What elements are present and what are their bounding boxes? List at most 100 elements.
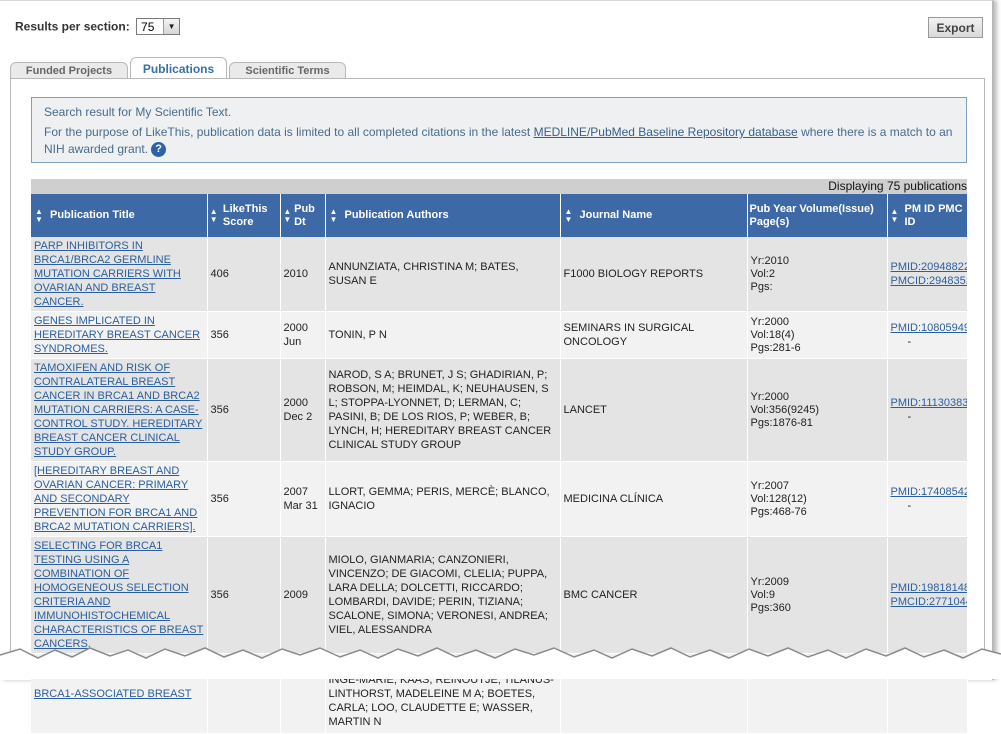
cell-pubyear: Yr:2007 Vol:128(12) Pgs:468-76 xyxy=(747,461,888,537)
col-ids-label: PM ID PMC ID xyxy=(904,202,963,228)
col-header-journal[interactable]: ▲ ▼ Journal Name xyxy=(560,194,748,237)
pub-year: Yr:2000 xyxy=(750,390,790,403)
cell-title: [HEREDITARY BREAST AND OVARIAN CANCER: P… xyxy=(31,461,208,537)
cell-score: 356 xyxy=(207,311,281,359)
col-pubdt-label: Pub Dt xyxy=(294,202,315,228)
cell-journal: F1000 BIOLOGY REPORTS xyxy=(560,237,748,312)
cell-pubdt: 2000 Dec 2 xyxy=(280,358,326,462)
pub-year: Yr:2007 xyxy=(750,479,790,492)
cell-authors: MIOLO, GIANMARIA; CANZONIERI, VINCENZO; … xyxy=(325,536,561,654)
pmid-link[interactable]: PMID:19818148 xyxy=(890,582,967,594)
sort-icon[interactable]: ▲ ▼ xyxy=(329,206,338,224)
cell-score: 406 xyxy=(207,237,281,312)
medline-link[interactable]: MEDLINE/PubMed Baseline Repository datab… xyxy=(533,125,798,139)
publications-table: ▲ ▼ Publication Title ▲ ▼ LikeThis Score ▲ ▼ P… xyxy=(31,194,968,734)
col-header-pubdt[interactable]: ▲ ▼ Pub Dt xyxy=(280,194,326,237)
sort-icon[interactable]: ▲ ▼ xyxy=(283,206,292,224)
pmid-link[interactable]: PMID:11130383 xyxy=(890,397,967,409)
cell-ids: PMID:19818148 PMCID:2771044 xyxy=(887,536,968,654)
col-score-label: LikeThis Score xyxy=(222,202,268,228)
cell-score: 356 xyxy=(207,358,281,462)
table-row: PARP INHIBITORS IN BRCA1/BRCA2 GERMLINE … xyxy=(31,237,968,312)
pub-volume: Vol:2 xyxy=(750,267,775,280)
pub-volume: Vol:356(9245) xyxy=(750,403,820,416)
cell-title: GENES IMPLICATED IN HEREDITARY BREAST CA… xyxy=(31,311,208,359)
cell-pubdt: 2009 xyxy=(280,536,326,654)
cell-journal: BMC CANCER xyxy=(560,536,748,654)
export-button[interactable]: Export xyxy=(928,17,983,38)
publication-title-link[interactable]: TAMOXIFEN AND RISK OF CONTRALATERAL BREA… xyxy=(34,362,203,458)
results-per-section-value: 75 xyxy=(141,20,155,34)
chevron-down-icon[interactable]: ▼ xyxy=(163,19,180,34)
col-title-label: Publication Title xyxy=(50,209,135,221)
publication-title-link[interactable]: [HEREDITARY BREAST AND OVARIAN CANCER: P… xyxy=(34,465,198,533)
cell-authors: NAROD, S A; BRUNET, J S; GHADIRIAN, P; R… xyxy=(325,358,561,462)
tab-funded-projects[interactable]: Funded Projects xyxy=(10,62,128,78)
cell-pubdt: 2007 Mar 31 xyxy=(280,461,326,537)
pmcid-empty: - xyxy=(907,336,912,348)
tab-scientific-terms[interactable]: Scientific Terms xyxy=(229,62,346,78)
col-header-score[interactable]: ▲ ▼ LikeThis Score xyxy=(207,194,281,237)
table-header-row: ▲ ▼ Publication Title ▲ ▼ LikeThis Score ▲ ▼ P… xyxy=(31,194,968,237)
cell-title: TAMOXIFEN AND RISK OF CONTRALATERAL BREA… xyxy=(31,358,208,462)
results-per-section-select[interactable]: 75 ▼ xyxy=(136,18,181,35)
sort-icon[interactable]: ▲ ▼ xyxy=(209,206,218,224)
cell-authors: TONIN, P N xyxy=(325,311,561,359)
pub-pages: Pgs:281-6 xyxy=(750,341,801,354)
pub-pages: Pgs:1876-81 xyxy=(750,416,813,429)
pmcid-empty: - xyxy=(907,500,912,512)
table-row: GENES IMPLICATED IN HEREDITARY BREAST CA… xyxy=(31,311,968,359)
cell-journal: MEDICINA CLÍNICA xyxy=(560,461,748,537)
tab-publications[interactable]: Publications xyxy=(130,57,227,79)
pmcid-link[interactable]: PMCID:2948351 xyxy=(890,275,967,287)
info-text-post: where there is a match to an NIH awarded… xyxy=(44,125,953,156)
sort-icon[interactable]: ▲ ▼ xyxy=(564,206,573,224)
pub-pages: Pgs:360 xyxy=(750,601,791,614)
table-row: [HEREDITARY BREAST AND OVARIAN CANCER: P… xyxy=(31,461,968,537)
pmid-link[interactable]: PMID:17408542 xyxy=(890,486,967,498)
publication-title-link[interactable]: GENES IMPLICATED IN HEREDITARY BREAST CA… xyxy=(34,315,201,355)
pub-year: Yr:2000 xyxy=(750,315,790,328)
pub-year: Yr:2009 xyxy=(750,575,790,588)
cell-pubyear: Yr:2009 Vol:9 Pgs:360 xyxy=(747,536,888,654)
displaying-count: Displaying 75 publications xyxy=(31,179,967,194)
cell-authors: ANNUNZIATA, CHRISTINA M; BATES, SUSAN E xyxy=(325,237,561,312)
cell-authors: LLORT, GEMMA; PERIS, MERCÈ; BLANCO, IGNA… xyxy=(325,461,561,537)
results-per-section: Results per section: 75 ▼ xyxy=(15,18,181,35)
pub-pages: Pgs:468-76 xyxy=(750,505,807,518)
pub-volume: Vol:128(12) xyxy=(750,492,807,505)
col-header-ids[interactable]: ▲ ▼ PM ID PMC ID xyxy=(887,194,968,237)
pub-pages: Pgs: xyxy=(750,280,773,293)
publication-title-link[interactable]: PARP INHIBITORS IN BRCA1/BRCA2 GERMLINE … xyxy=(34,240,181,308)
pub-volume: Vol:9 xyxy=(750,588,775,601)
cell-pubyear: Yr:2010 Vol:2 Pgs: xyxy=(747,237,888,312)
cell-journal: SEMINARS IN SURGICAL ONCOLOGY xyxy=(560,311,748,359)
col-authors-label: Publication Authors xyxy=(344,209,449,221)
cell-score: 356 xyxy=(207,461,281,537)
table-row: SELECTING FOR BRCA1 TESTING USING A COMB… xyxy=(31,536,968,654)
cell-ids: PMID:10805949 - xyxy=(887,311,968,359)
sort-icon[interactable]: ▲ ▼ xyxy=(35,206,43,224)
col-header-authors[interactable]: ▲ ▼ Publication Authors xyxy=(325,194,561,237)
cell-score: 356 xyxy=(207,536,281,654)
info-description: For the purpose of LikeThis, publication… xyxy=(44,124,954,158)
cell-pubdt: 2010 xyxy=(280,237,326,312)
pmid-link[interactable]: PMID:20948822 xyxy=(890,261,967,273)
info-text-pre: For the purpose of LikeThis, publication… xyxy=(44,125,534,139)
col-header-title[interactable]: ▲ ▼ Publication Title xyxy=(31,194,208,237)
torn-edge xyxy=(0,647,1001,679)
publication-title-link[interactable]: BRCA1-ASSOCIATED BREAST xyxy=(34,687,192,700)
pmid-link[interactable]: PMID:10805949 xyxy=(890,322,967,334)
pmcid-empty: - xyxy=(907,411,912,423)
sort-icon[interactable]: ▲ ▼ xyxy=(890,206,899,224)
publication-title-link[interactable]: SELECTING FOR BRCA1 TESTING USING A COMB… xyxy=(34,540,204,650)
cell-journal: LANCET xyxy=(560,358,748,462)
col-header-pubyear: Pub Year Volume(Issue) Page(s) xyxy=(747,194,888,237)
cell-ids: PMID:17408542 - xyxy=(887,461,968,537)
info-box: Search result for My Scientific Text. Fo… xyxy=(31,97,967,163)
info-search-text: Search result for My Scientific Text. xyxy=(44,105,232,119)
help-icon[interactable]: ? xyxy=(151,142,167,158)
pmcid-link[interactable]: PMCID:2771044 xyxy=(890,596,967,608)
results-per-section-label: Results per section: xyxy=(15,19,130,34)
cell-pubyear: Yr:2000 Vol:356(9245) Pgs:1876-81 xyxy=(747,358,888,462)
